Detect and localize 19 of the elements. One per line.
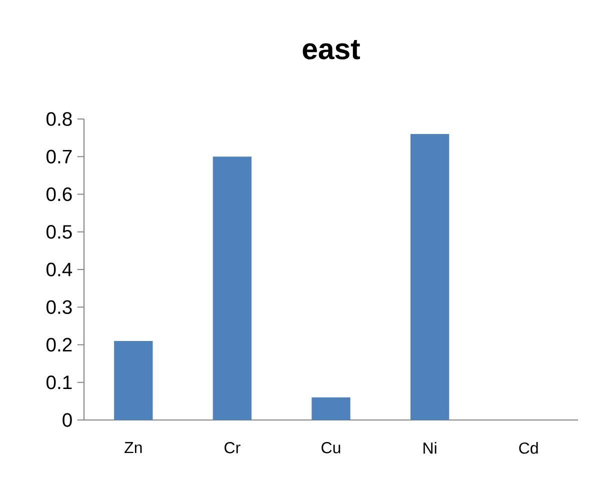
bar xyxy=(312,397,350,420)
y-tick-label: 0.1 xyxy=(46,376,72,390)
bar xyxy=(212,156,252,420)
y-tick-label: 0.2 xyxy=(46,338,72,352)
x-tick-label: Cu xyxy=(322,442,340,454)
bar xyxy=(410,134,450,420)
y-tick-label: 0.8 xyxy=(46,112,72,126)
y-tick-label: 0.7 xyxy=(46,150,72,164)
y-tick-label: 0.3 xyxy=(46,300,72,314)
x-tick-label: Zn xyxy=(124,442,142,454)
y-tick-label: 0 xyxy=(62,413,72,427)
bar xyxy=(114,340,153,420)
x-tick-label: Cr xyxy=(224,442,240,454)
chart-title: east xyxy=(302,40,360,60)
y-tick-label: 0.4 xyxy=(46,262,72,276)
y-tick-label: 0.6 xyxy=(46,187,72,202)
y-tick-label: 0.5 xyxy=(46,225,72,239)
x-tick-label: Cd xyxy=(519,442,538,454)
x-tick-label: Ni xyxy=(424,442,436,454)
